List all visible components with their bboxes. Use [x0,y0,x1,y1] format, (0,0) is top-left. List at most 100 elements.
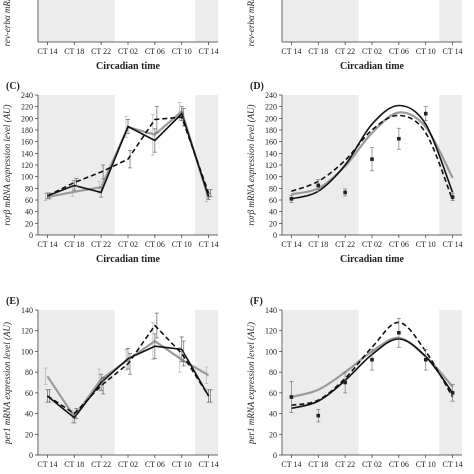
x-tick-label: CT 06 [389,47,409,56]
x-axis-title: Circadian time [96,61,161,72]
y-axis-title: per1 mRNA expression level (AU) [246,322,256,445]
y-tick-label: 100 [265,347,277,356]
y-tick-label: 20 [25,219,33,228]
data-point [343,190,347,195]
night-shade-region [39,0,115,42]
y-tick-label: 40 [269,208,277,217]
x-tick-label: CT 10 [416,240,436,249]
x-axis-title: Circadian time [340,61,405,72]
night-shade-region [439,0,462,42]
chart-panel-D: 0 20 40 60 80 100 120 140 160 180 200 220 240 CT 14 CT… [246,81,463,265]
y-tick-label: 40 [25,410,33,419]
x-tick-label: CT 14 [199,460,219,469]
x-tick-label: CT 10 [416,460,436,469]
y-axis-title: rev-erbα mRNA [2,0,12,46]
data-point [370,157,374,161]
y-tick-label: 0 [29,231,33,240]
panel-label: (C) [6,81,20,92]
panel-label: (F) [250,296,263,307]
night-shade-region [283,0,359,42]
x-tick-label: CT 18 [64,240,84,249]
series-line [47,112,210,197]
y-tick-label: 100 [21,173,33,182]
data-point [289,395,294,399]
data-point [423,357,428,362]
chart-panel-top-right: CT 14 CT 18 CT 22 CT 02 CT 06 CT 10 CT 14 Circa… [246,0,463,72]
x-tick-label: CT 18 [308,240,328,249]
series-line [46,345,210,419]
y-tick-label: 200 [265,114,277,123]
x-tick-label: CT 06 [145,460,165,469]
night-shade-region [195,0,218,42]
x-tick-label: CT 22 [91,240,111,249]
y-tick-label: 20 [269,219,277,228]
night-shade-region [283,310,359,455]
chart-panel-E: 0 20 40 60 80 100 120 140 CT 14 CT 18 CT 22 CT 02 CT… [2,296,219,469]
x-tick-label: CT 14 [281,47,301,56]
x-tick-label: CT 18 [308,47,328,56]
y-axis-title: rorβ mRNA expression level (AU) [246,104,256,225]
y-tick-label: 60 [25,389,33,398]
y-tick-label: 100 [21,347,33,356]
x-axis-title: Circadian time [96,254,161,265]
x-tick-label: CT 10 [172,47,192,56]
x-tick-label: CT 02 [118,240,138,249]
x-tick-label: CT 06 [389,240,409,249]
y-tick-label: 20 [25,430,33,439]
y-tick-label: 140 [21,149,33,158]
data-point [397,136,401,141]
series-line [291,321,454,407]
x-tick-label: CT 02 [362,240,382,249]
y-tick-label: 120 [21,327,33,336]
x-tick-label: CT 18 [64,460,84,469]
data-point [397,330,401,335]
y-tick-label: 80 [269,368,277,377]
y-tick-label: 140 [21,306,33,315]
x-tick-label: CT 22 [335,460,355,469]
y-tick-label: 220 [265,103,277,112]
x-tick-label: CT 22 [91,460,111,469]
x-tick-label: CT 10 [172,240,192,249]
y-tick-label: 140 [265,306,277,315]
panel-label: (D) [250,81,264,92]
x-tick-label: CT 06 [145,47,165,56]
series-line [46,324,210,415]
data-point [423,111,428,116]
y-tick-label: 160 [21,138,33,147]
chart-panel-C: 0 20 40 60 80 100 120 140 160 180 200 220 240 CT 14 CT… [2,81,219,265]
y-tick-label: 220 [21,103,33,112]
y-tick-label: 80 [25,368,33,377]
data-point [316,413,321,418]
data-point [343,380,347,385]
y-tick-label: 0 [273,231,277,240]
y-tick-label: 120 [265,327,277,336]
y-tick-label: 120 [265,161,277,170]
x-tick-label: CT 14 [443,47,463,56]
night-shade-region [195,95,218,235]
x-tick-label: CT 14 [37,47,57,56]
x-tick-label: CT 10 [172,460,192,469]
data-point [450,391,455,395]
y-tick-label: 40 [269,410,277,419]
x-tick-label: CT 22 [335,47,355,56]
x-tick-label: CT 02 [118,460,138,469]
y-tick-label: 100 [265,173,277,182]
y-tick-label: 240 [265,91,277,100]
x-axis-title: Circadian time [340,254,405,265]
y-tick-label: 240 [21,91,33,100]
night-shade-region [439,310,462,455]
y-axis-title: rorβ mRNA expression level (AU) [2,104,12,225]
night-shade-region [439,95,462,235]
y-axis-title: per1 mRNA expression level (AU) [2,322,12,445]
y-tick-label: 60 [25,196,33,205]
x-tick-label: CT 14 [199,240,219,249]
x-tick-label: CT 18 [308,460,328,469]
data-point [316,183,321,188]
y-tick-label: 140 [265,149,277,158]
y-tick-label: 60 [269,389,277,398]
chart-panel-F: 0 20 40 60 80 100 120 140 CT 14 CT 18 CT 22 CT 02 CT… [246,296,463,469]
data-point [370,357,374,362]
x-tick-label: CT 14 [443,460,463,469]
y-tick-label: 60 [269,196,277,205]
y-tick-label: 120 [21,161,33,170]
